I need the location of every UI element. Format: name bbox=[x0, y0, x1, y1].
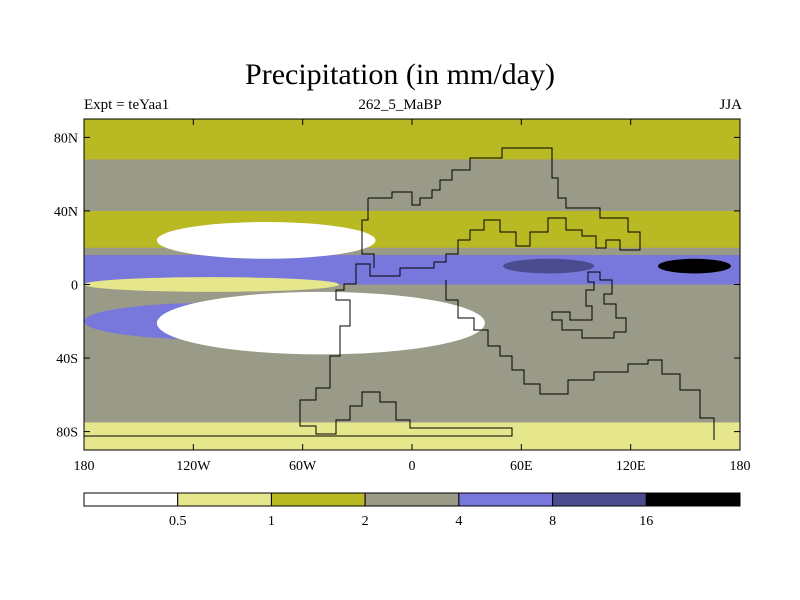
x-tick-label: 120W bbox=[176, 459, 211, 474]
season-label: JJA bbox=[719, 97, 742, 113]
y-tick-label: 40S bbox=[56, 352, 78, 367]
experiment-label: Expt = teYaa1 bbox=[84, 97, 170, 113]
east-island-coastline bbox=[551, 271, 627, 339]
colorbar: 0.5 1 2 4 8 16 bbox=[83, 492, 741, 529]
region-north-polar-band bbox=[84, 119, 740, 167]
y-tick-label: 0 bbox=[71, 279, 78, 294]
x-tick-label: 60W bbox=[289, 459, 317, 474]
colorbar-swatch bbox=[177, 492, 272, 507]
colorbar-label: 4 bbox=[455, 514, 462, 529]
colorbar-label: 8 bbox=[549, 514, 556, 529]
region-southern-gray-band bbox=[84, 361, 740, 414]
colorbar-swatch bbox=[364, 492, 460, 507]
axes: 180 120W 60W 0 60E 120E 180 80N 40N 0 40S 80S bbox=[54, 119, 751, 474]
region-max-precip-east bbox=[658, 258, 731, 274]
colorbar-label: 0.5 bbox=[169, 514, 187, 529]
colorbar-label: 1 bbox=[268, 514, 275, 529]
pangea-coastline bbox=[104, 147, 641, 437]
x-tick-label: 60E bbox=[510, 459, 533, 474]
colorbar-swatch bbox=[552, 492, 647, 507]
x-tick-label: 180 bbox=[74, 459, 95, 474]
chart-title: Precipitation (in mm/day) bbox=[245, 58, 555, 91]
pangea-east-coastline bbox=[445, 280, 715, 440]
coastline-layer bbox=[84, 147, 715, 440]
region-pangea-south-desert bbox=[156, 291, 485, 355]
region-equatorial-light bbox=[84, 277, 340, 292]
colorbar-swatch bbox=[458, 492, 554, 507]
colorbar-swatch bbox=[83, 492, 179, 507]
colorbar-label: 16 bbox=[639, 514, 653, 529]
y-tick-label: 40N bbox=[54, 205, 78, 220]
y-tick-label: 80N bbox=[54, 131, 78, 146]
y-tick-label: 80S bbox=[56, 426, 78, 441]
map-fill-layer bbox=[84, 119, 740, 450]
x-tick-label: 180 bbox=[730, 459, 751, 474]
colorbar-label: 2 bbox=[362, 514, 369, 529]
time-label: 262_5_MaBP bbox=[358, 97, 442, 113]
x-tick-label: 0 bbox=[409, 459, 416, 474]
region-pangea-north-desert bbox=[156, 221, 376, 259]
colorbar-swatch bbox=[645, 492, 741, 507]
region-tethys-wet bbox=[503, 258, 595, 274]
region-northern-midlat-gray bbox=[84, 159, 740, 215]
colorbar-swatch bbox=[270, 492, 366, 507]
x-tick-label: 120E bbox=[616, 459, 646, 474]
